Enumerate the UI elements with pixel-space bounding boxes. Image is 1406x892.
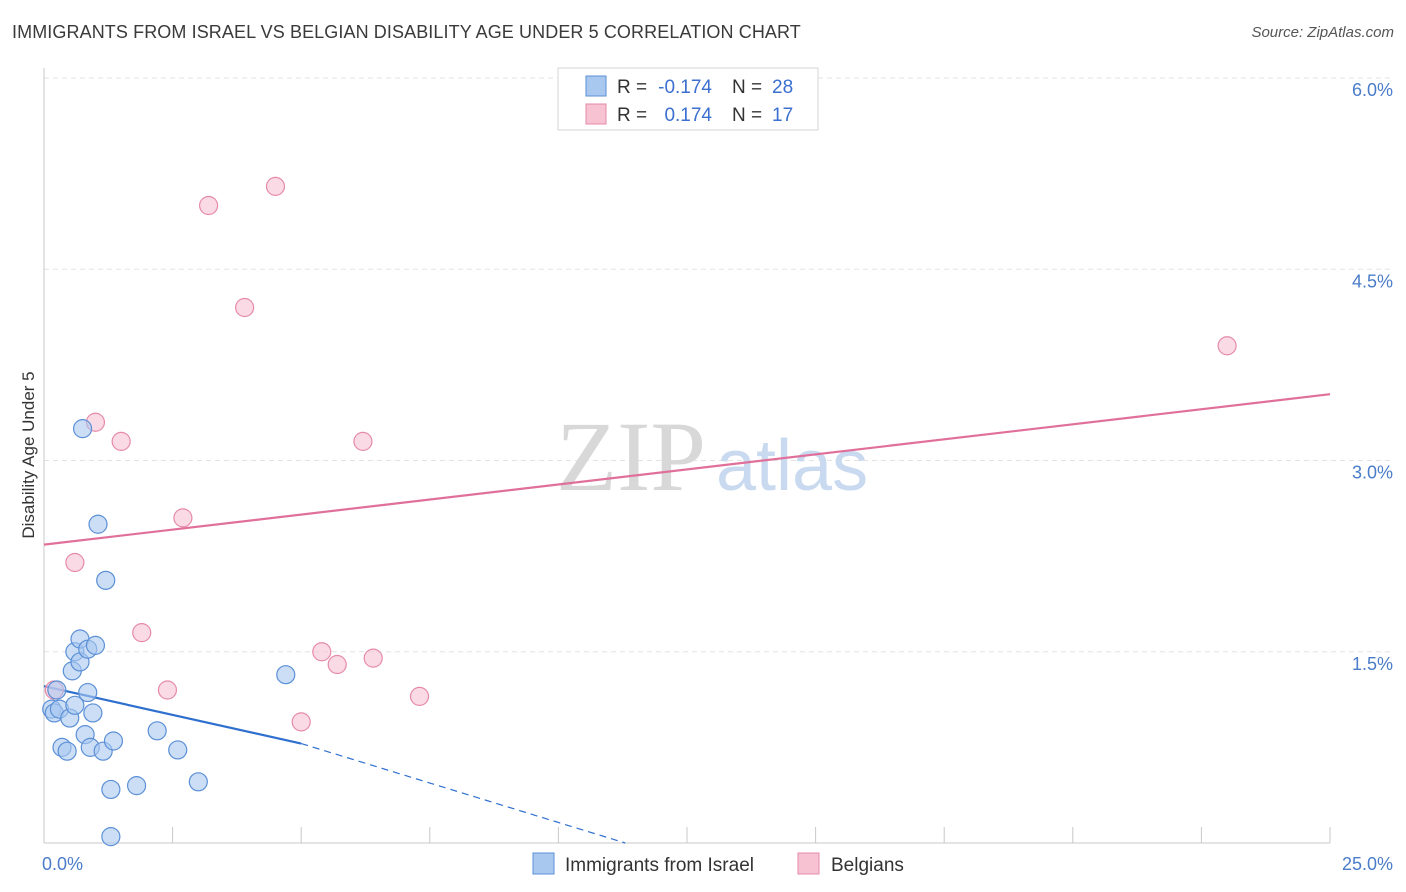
legend-r-label-0: R = (617, 77, 647, 98)
point-israel-21 (96, 570, 116, 590)
bottom-legend-label-1: Belgians (831, 855, 904, 876)
point-israel-18 (85, 635, 106, 655)
data-points (42, 176, 1237, 847)
point-belgians-12 (327, 654, 347, 675)
point-belgians-16 (1217, 336, 1237, 356)
point-belgians-14 (363, 648, 383, 668)
legend-r-label-1: R = (617, 105, 647, 126)
legend-n-label-1: N = (732, 105, 762, 126)
tick-labels: 1.5% 3.0% 4.5% 6.0% 0.0% 25.0% (42, 80, 1393, 874)
point-israel-29 (276, 665, 296, 685)
bottom-legend-swatch-1 (797, 852, 820, 875)
y-axis-label: Disability Age Under 5 (19, 371, 38, 538)
legend-swatch-pink (585, 103, 607, 125)
y-tick-label-3: 6.0% (1352, 80, 1393, 100)
legend-n-label-0: N = (732, 77, 762, 98)
trend-line-israel-extension (301, 742, 626, 844)
chart-title: IMMIGRANTS FROM ISRAEL VS BELGIAN DISABI… (12, 22, 801, 42)
source-note: Source: ZipAtlas.com (1251, 24, 1394, 41)
point-israel-15 (78, 682, 98, 703)
legend-n-value-0: 28 (772, 77, 793, 98)
point-belgians-5 (157, 680, 178, 700)
point-belgians-15 (409, 686, 430, 706)
point-israel-3 (47, 680, 67, 700)
bottom-legend-label-0: Immigrants from Israel (565, 855, 754, 876)
watermark: ZIP atlas (556, 401, 868, 512)
point-israel-26 (147, 721, 167, 741)
point-belgians-9 (265, 176, 286, 196)
y-tick-label-1: 3.0% (1352, 463, 1393, 483)
x-tick-label-0: 0.0% (42, 854, 83, 874)
point-israel-23 (101, 779, 121, 800)
trend-line-belgians (43, 393, 1331, 546)
point-belgians-3 (111, 431, 131, 451)
point-israel-19 (88, 514, 108, 534)
point-israel-22 (103, 731, 124, 751)
y-tick-label-0: 1.5% (1352, 654, 1393, 674)
grid-lines (44, 77, 1392, 653)
point-israel-27 (168, 740, 188, 760)
point-belgians-8 (235, 297, 255, 318)
point-israel-5 (57, 741, 77, 761)
point-belgians-6 (173, 508, 193, 528)
legend-r-value-0: -0.174 (658, 77, 712, 98)
legend-swatch-blue (585, 75, 607, 97)
y-tick-label-2: 4.5% (1352, 271, 1393, 291)
point-belgians-13 (353, 431, 373, 451)
point-belgians-11 (312, 642, 332, 662)
bottom-legend: Immigrants from Israel Belgians (532, 852, 904, 876)
point-israel-17 (83, 703, 103, 723)
point-belgians-1 (65, 552, 85, 573)
point-israel-9 (65, 695, 85, 715)
point-belgians-10 (291, 712, 311, 732)
point-israel-28 (188, 772, 208, 792)
x-tick-label-1: 25.0% (1342, 854, 1393, 874)
point-israel-24 (101, 827, 121, 847)
point-israel-25 (126, 776, 147, 796)
point-belgians-4 (132, 623, 152, 643)
watermark-zip: ZIP (556, 401, 706, 512)
point-belgians-7 (199, 195, 219, 216)
bottom-legend-swatch-0 (532, 852, 555, 875)
legend-r-value-1: 0.174 (664, 105, 712, 126)
point-israel-12 (72, 419, 93, 439)
stats-legend: R = -0.174 N = 28 R = 0.174 N = 17 (557, 67, 819, 131)
watermark-atlas: atlas (716, 426, 868, 506)
legend-n-value-1: 17 (772, 105, 793, 126)
